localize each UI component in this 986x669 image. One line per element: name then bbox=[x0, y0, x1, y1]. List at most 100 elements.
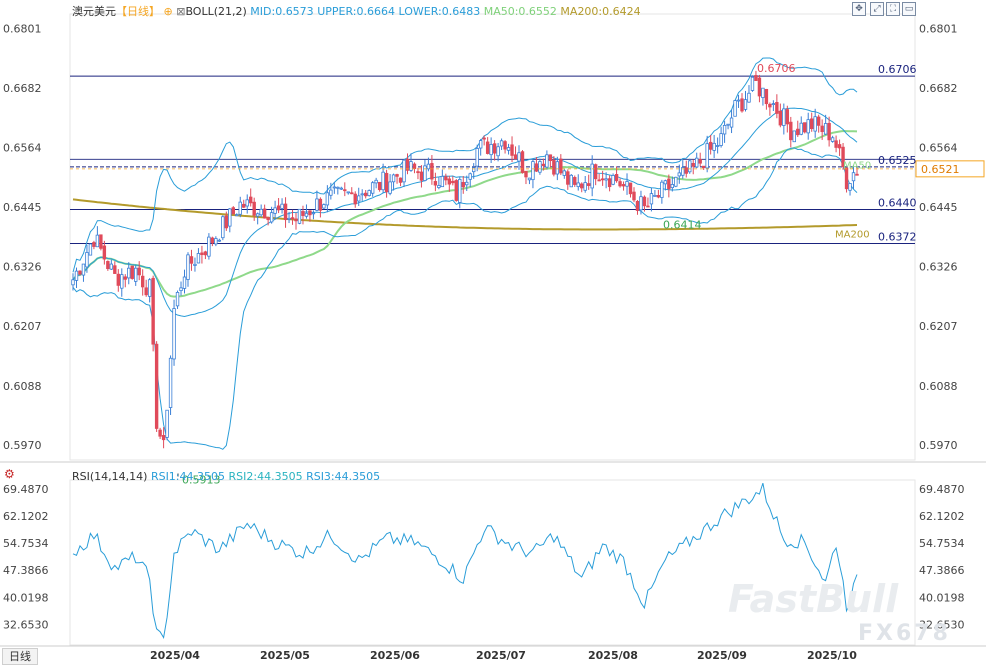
candle-body bbox=[520, 151, 525, 173]
candle-body bbox=[597, 179, 601, 182]
minimize-icon[interactable]: ▭ bbox=[902, 2, 916, 16]
candle-body bbox=[405, 158, 410, 171]
candle-body bbox=[513, 154, 518, 160]
candle-body bbox=[308, 210, 312, 216]
candle-body bbox=[604, 178, 608, 181]
candle-body bbox=[158, 429, 162, 437]
ma50-tag: MA50 bbox=[843, 160, 871, 171]
zoom-icon[interactable]: ⤢ bbox=[870, 2, 884, 16]
candle-body bbox=[193, 263, 197, 266]
candle-body bbox=[245, 199, 249, 207]
price-tick-right: 0.6801 bbox=[919, 23, 958, 36]
candle-body bbox=[311, 212, 316, 215]
candle-body bbox=[796, 128, 800, 136]
candle-body bbox=[695, 157, 699, 168]
horizontal-level-label: 0.6706 bbox=[878, 63, 917, 76]
price-tick-right: 0.6207 bbox=[919, 320, 958, 333]
candle-body bbox=[416, 171, 420, 174]
candle-body bbox=[95, 234, 100, 248]
candle-body bbox=[182, 276, 187, 289]
candle-body bbox=[294, 218, 298, 222]
candle-body bbox=[844, 167, 849, 190]
mid-value: MID:0.6573 bbox=[250, 5, 314, 18]
candle-body bbox=[684, 167, 688, 174]
candle-body bbox=[586, 183, 591, 186]
ma200-value: MA200:0.6424 bbox=[560, 5, 641, 18]
candle-body bbox=[217, 239, 222, 242]
fullscreen-icon[interactable]: ⛶ bbox=[886, 2, 900, 16]
candle-body bbox=[287, 217, 291, 220]
rsi-tick-right: 47.3866 bbox=[919, 564, 965, 577]
candle-body bbox=[823, 123, 828, 135]
candle-body bbox=[78, 270, 82, 275]
main-plot-frame bbox=[69, 13, 916, 461]
time-tick: 2025/09 bbox=[697, 649, 747, 662]
candle-body bbox=[743, 99, 748, 110]
candle-body bbox=[353, 193, 357, 205]
rsi-settings-icon[interactable]: ⚙ bbox=[4, 467, 15, 481]
price-tick-right: 0.6445 bbox=[919, 201, 958, 214]
symbol-label: 澳元美元 bbox=[72, 5, 116, 18]
candle-body bbox=[810, 118, 814, 130]
candle-body bbox=[688, 160, 692, 173]
rsi-tick-right: 32.6530 bbox=[919, 618, 965, 631]
candle-body bbox=[412, 163, 417, 170]
candle-body bbox=[297, 208, 302, 224]
rsi-tick-left: 40.0198 bbox=[3, 591, 49, 604]
candle-body bbox=[736, 99, 741, 102]
candle-body bbox=[203, 251, 208, 256]
candle-body bbox=[722, 124, 727, 135]
rsi-line bbox=[72, 482, 858, 640]
candle-body bbox=[189, 256, 194, 264]
candle-body bbox=[855, 173, 859, 176]
candle-body bbox=[322, 204, 326, 209]
candle-body bbox=[785, 109, 790, 125]
candle-body bbox=[304, 212, 309, 217]
settings-icon[interactable]: ⊕ bbox=[163, 5, 173, 18]
candle-body bbox=[430, 163, 434, 180]
candle-body bbox=[527, 177, 532, 181]
candle-body bbox=[370, 182, 375, 194]
candle-body bbox=[175, 292, 180, 307]
candle-body bbox=[458, 179, 462, 203]
candle-body bbox=[775, 102, 779, 114]
candle-body bbox=[701, 165, 706, 169]
candle-body bbox=[555, 161, 560, 175]
candle-body bbox=[559, 158, 563, 174]
crosshair-icon[interactable]: ✥ bbox=[852, 2, 866, 16]
price-tick-right: 0.6564 bbox=[919, 141, 958, 154]
boll-mid-line bbox=[72, 107, 858, 318]
candle-body bbox=[799, 122, 803, 135]
candle-body bbox=[207, 236, 211, 257]
indicator-label: BOLL(21,2) bbox=[185, 5, 247, 18]
candle-body bbox=[482, 137, 486, 140]
candle-body bbox=[301, 211, 305, 216]
candle-body bbox=[172, 308, 176, 360]
candle-body bbox=[283, 203, 288, 221]
indicator-icon[interactable]: ⊠ bbox=[176, 5, 186, 18]
candle-body bbox=[200, 252, 204, 256]
candle-body bbox=[179, 287, 183, 292]
candle-body bbox=[123, 276, 127, 280]
price-tick-right: 0.6682 bbox=[919, 82, 958, 95]
candle-body bbox=[447, 178, 452, 185]
price-tick-left: 0.6207 bbox=[3, 320, 42, 333]
candle-body bbox=[269, 212, 274, 223]
candle-body bbox=[451, 180, 455, 184]
candle-body bbox=[71, 279, 75, 286]
candle-body bbox=[667, 178, 671, 190]
candle-body bbox=[517, 152, 521, 162]
candle-body bbox=[81, 263, 86, 276]
candle-body bbox=[618, 181, 622, 187]
candle-body bbox=[827, 122, 831, 141]
price-tick-right: 0.6326 bbox=[919, 261, 958, 274]
candle-body bbox=[607, 178, 612, 188]
candle-body bbox=[548, 154, 553, 162]
candle-body bbox=[465, 181, 469, 186]
candle-body bbox=[231, 207, 235, 215]
time-tick: 2025/05 bbox=[260, 649, 310, 662]
period-selector[interactable]: 日线 bbox=[2, 648, 38, 665]
candle-body bbox=[642, 196, 647, 207]
candle-body bbox=[485, 141, 490, 154]
